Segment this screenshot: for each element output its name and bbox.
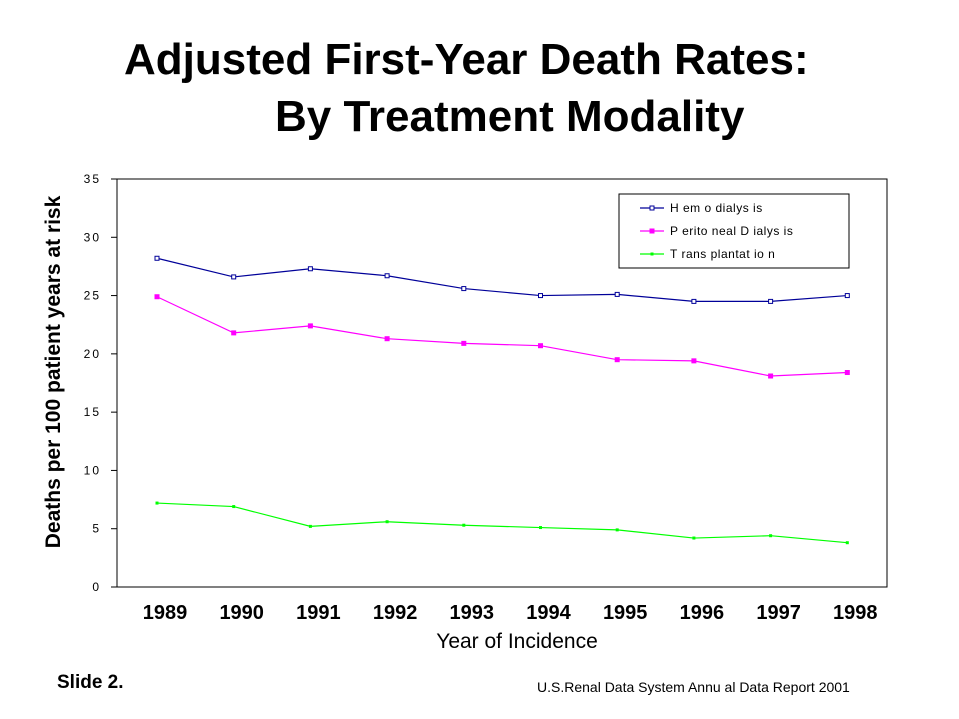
slide-title-line-1: Adjusted First-Year Death Rates: <box>124 35 809 84</box>
x-tick-label: 1997 <box>756 602 801 624</box>
y-axis-ticks: 0 5 10 15 20 25 30 35 <box>84 172 117 594</box>
data-point <box>691 358 697 364</box>
data-point <box>231 274 237 280</box>
series-line <box>156 502 848 544</box>
data-point <box>154 294 160 300</box>
y-tick-label: 5 <box>92 522 101 536</box>
x-tick-label: 1990 <box>219 602 264 624</box>
data-point <box>691 298 697 304</box>
data-point <box>614 291 620 297</box>
data-point <box>385 520 389 524</box>
data-point <box>769 534 773 538</box>
legend: H em o dialys is P erito neal D ialys is T… <box>618 193 850 269</box>
x-tick-label: 1989 <box>143 602 188 624</box>
y-tick-label: 15 <box>84 405 101 419</box>
data-point <box>461 340 467 346</box>
data-point <box>462 523 466 527</box>
legend-entry: T rans plantat io n <box>640 247 775 261</box>
data-point <box>692 536 696 540</box>
series-transplantation <box>155 501 849 545</box>
slide-title-line-2: By Treatment Modality <box>275 92 745 141</box>
source-credit: U.S.Renal Data System Annu al Data Repor… <box>537 679 850 695</box>
x-tick-label: 1995 <box>603 602 648 624</box>
x-axis-label: Year of Incidence <box>436 630 598 653</box>
data-point <box>307 266 313 272</box>
legend-entry: P erito neal D ialys is <box>640 224 793 238</box>
series-hemodialysis <box>154 255 850 304</box>
data-point <box>307 323 313 329</box>
data-point <box>232 505 236 509</box>
legend-label: H em o dialys is <box>670 201 763 215</box>
slide-number: Slide 2. <box>57 672 124 693</box>
series-line <box>156 257 848 302</box>
legend-swatch-marker <box>649 205 655 211</box>
data-point <box>615 528 619 532</box>
legend-label: T rans plantat io n <box>670 247 775 261</box>
x-tick-label: 1998 <box>833 602 878 624</box>
legend-swatch-marker <box>649 228 655 234</box>
x-tick-label: 1991 <box>296 602 341 624</box>
data-point <box>845 541 849 545</box>
data-point <box>844 370 850 376</box>
data-point <box>384 273 390 279</box>
data-point <box>308 524 312 528</box>
x-tick-label: 1996 <box>680 602 725 624</box>
data-point <box>539 526 542 530</box>
y-tick-label: 20 <box>84 347 101 361</box>
x-tick-label: 1994 <box>526 602 571 624</box>
data-point <box>538 343 543 349</box>
legend-entry: H em o dialys is <box>640 201 763 215</box>
data-point <box>538 293 543 299</box>
data-point <box>154 255 160 261</box>
data-point <box>768 298 774 304</box>
y-tick-label: 10 <box>84 463 101 477</box>
data-point <box>768 373 774 379</box>
series-layer <box>154 255 850 545</box>
data-point <box>155 501 159 505</box>
data-point <box>384 336 390 342</box>
y-tick-label: 30 <box>84 230 101 244</box>
y-tick-label: 35 <box>84 172 101 186</box>
data-point <box>844 293 850 299</box>
series-peritoneal-dialysis <box>154 294 850 379</box>
data-point <box>231 330 237 336</box>
legend-label: P erito neal D ialys is <box>670 224 793 238</box>
legend-swatch-marker <box>650 252 654 256</box>
x-tick-label: 1992 <box>373 602 418 624</box>
series-line <box>156 296 848 377</box>
data-point <box>461 286 467 292</box>
x-tick-label: 1993 <box>450 602 495 624</box>
x-axis-ticks: 1989 1990 1991 1992 1993 1994 1995 1996 1997 1998 <box>143 602 878 624</box>
data-point <box>614 357 620 363</box>
y-tick-label: 0 <box>92 580 101 594</box>
y-axis-label: Deaths per 100 patient years at risk <box>42 195 65 548</box>
y-tick-label: 25 <box>84 289 101 303</box>
